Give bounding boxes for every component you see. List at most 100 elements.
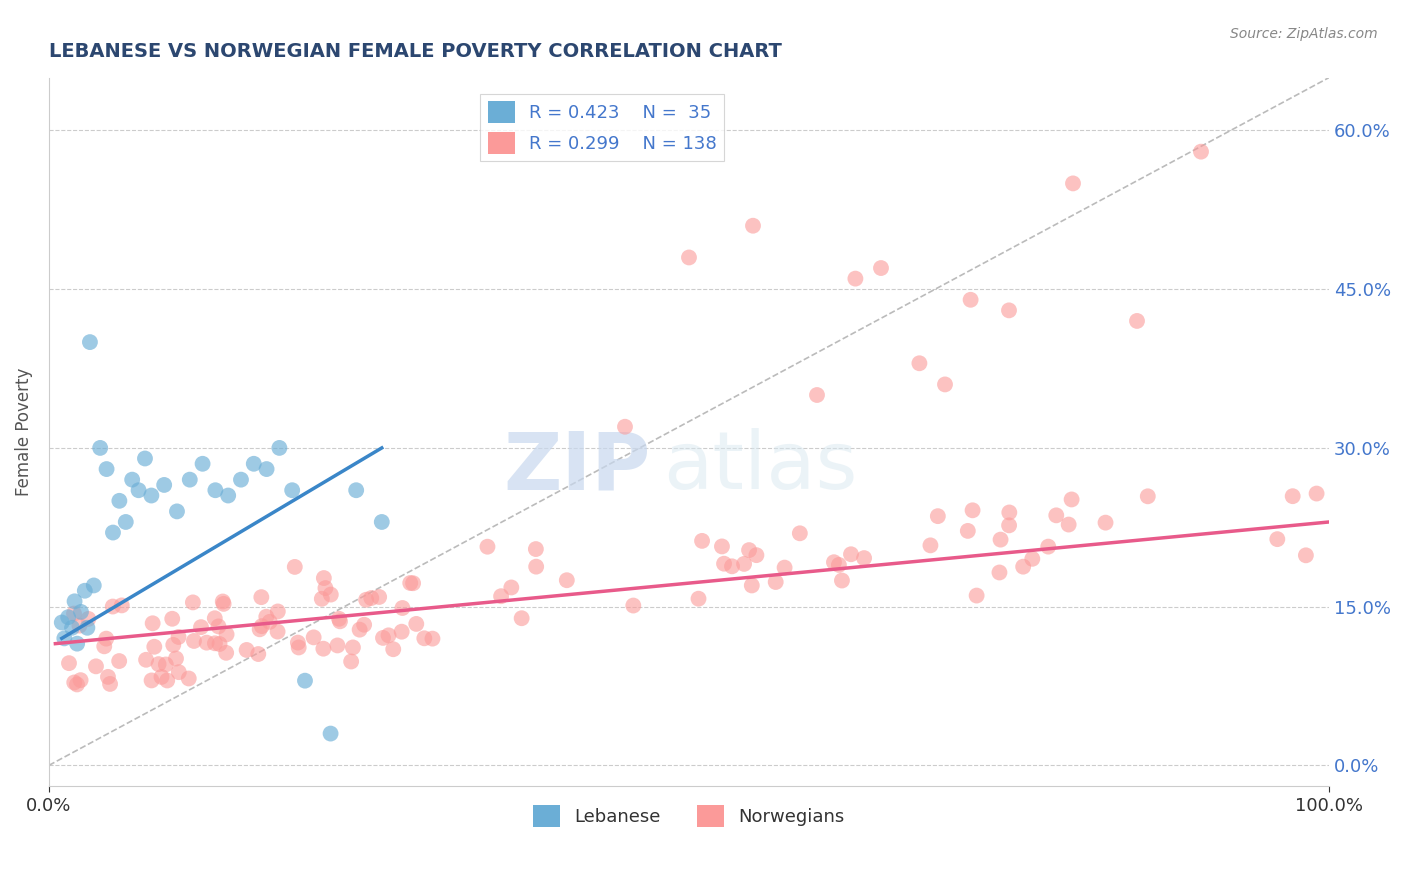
Point xyxy=(165,651,187,665)
Point xyxy=(208,637,231,651)
Point xyxy=(678,251,700,265)
Point xyxy=(806,388,828,402)
Point xyxy=(302,631,325,645)
Point xyxy=(204,636,226,650)
Point xyxy=(77,612,100,626)
Point xyxy=(250,619,273,633)
Point xyxy=(690,533,713,548)
Point xyxy=(741,578,763,592)
Point xyxy=(108,654,131,668)
Point xyxy=(204,611,226,625)
Point xyxy=(342,640,364,655)
Point xyxy=(1060,492,1083,507)
Point xyxy=(314,581,336,595)
Point xyxy=(354,592,377,607)
Point xyxy=(614,419,637,434)
Point xyxy=(167,630,190,644)
Point xyxy=(287,640,309,655)
Point xyxy=(1045,508,1067,523)
Point xyxy=(142,616,165,631)
Text: Source: ZipAtlas.com: Source: ZipAtlas.com xyxy=(1230,27,1378,41)
Point xyxy=(360,591,382,605)
Point xyxy=(422,632,444,646)
Point xyxy=(399,576,422,591)
Point xyxy=(368,590,391,604)
Point xyxy=(73,583,96,598)
Point xyxy=(328,612,350,626)
Point xyxy=(349,623,371,637)
Point xyxy=(733,557,755,571)
Point xyxy=(312,641,335,656)
Point xyxy=(135,653,157,667)
Point xyxy=(524,559,547,574)
Point xyxy=(287,635,309,649)
Point xyxy=(1305,486,1327,500)
Point xyxy=(998,518,1021,533)
Point xyxy=(1021,551,1043,566)
Point xyxy=(294,673,316,688)
Point xyxy=(713,557,735,571)
Point xyxy=(101,599,124,614)
Point xyxy=(249,623,271,637)
Point xyxy=(267,604,290,618)
Point xyxy=(114,515,136,529)
Point xyxy=(853,551,876,566)
Point xyxy=(908,356,931,370)
Point xyxy=(150,670,173,684)
Point xyxy=(177,672,200,686)
Point xyxy=(959,293,981,307)
Point xyxy=(134,451,156,466)
Point xyxy=(98,677,121,691)
Point xyxy=(405,616,427,631)
Point xyxy=(84,659,107,673)
Point xyxy=(143,640,166,654)
Point xyxy=(269,441,291,455)
Point xyxy=(97,670,120,684)
Point xyxy=(371,631,394,645)
Point xyxy=(477,540,499,554)
Point xyxy=(1126,314,1149,328)
Point xyxy=(920,538,942,552)
Point xyxy=(1057,517,1080,532)
Point xyxy=(988,566,1011,580)
Point xyxy=(155,657,177,672)
Point xyxy=(391,624,413,639)
Point xyxy=(83,578,105,592)
Point xyxy=(191,457,214,471)
Point xyxy=(181,595,204,609)
Point xyxy=(738,543,761,558)
Point xyxy=(555,573,578,587)
Point xyxy=(254,609,277,624)
Point xyxy=(63,675,86,690)
Point xyxy=(371,515,394,529)
Point xyxy=(340,655,363,669)
Point xyxy=(51,615,73,630)
Point xyxy=(284,560,307,574)
Point xyxy=(1295,549,1317,563)
Point xyxy=(179,473,201,487)
Point xyxy=(111,599,134,613)
Point xyxy=(721,559,744,574)
Point xyxy=(162,612,184,626)
Point xyxy=(153,478,176,492)
Point xyxy=(217,489,239,503)
Point xyxy=(344,483,367,498)
Point xyxy=(235,643,257,657)
Point xyxy=(402,576,425,591)
Point xyxy=(489,589,512,603)
Point xyxy=(215,646,238,660)
Text: LEBANESE VS NORWEGIAN FEMALE POVERTY CORRELATION CHART: LEBANESE VS NORWEGIAN FEMALE POVERTY COR… xyxy=(49,42,782,61)
Point xyxy=(501,581,523,595)
Point xyxy=(60,621,83,635)
Point xyxy=(63,607,86,621)
Point xyxy=(53,632,76,646)
Point xyxy=(89,441,111,455)
Point xyxy=(141,489,163,503)
Point xyxy=(247,647,270,661)
Point xyxy=(319,726,342,740)
Point xyxy=(256,462,278,476)
Point xyxy=(156,673,179,688)
Point xyxy=(66,677,89,691)
Point xyxy=(166,504,188,518)
Point xyxy=(870,260,893,275)
